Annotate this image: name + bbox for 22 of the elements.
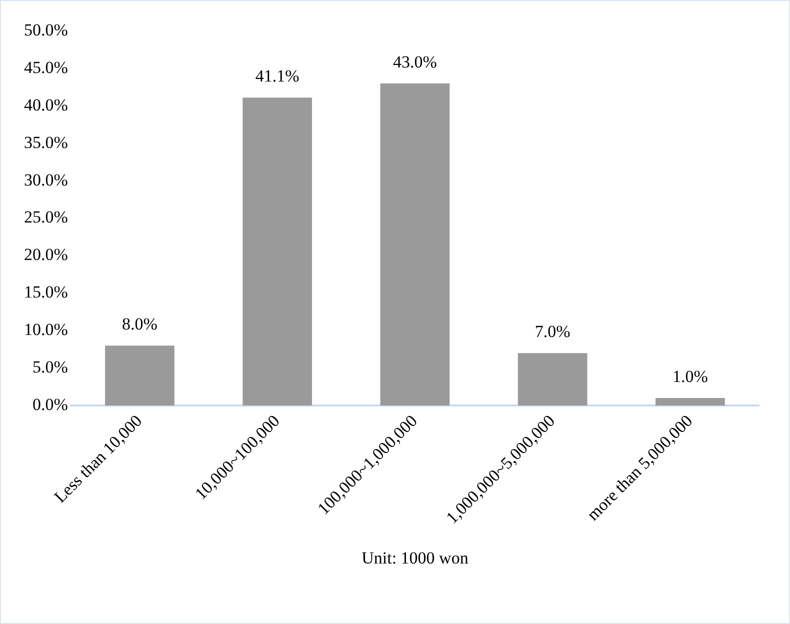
bar [518, 353, 588, 406]
data-label: 8.0% [122, 314, 158, 334]
y-tick-label: 5.0% [32, 358, 68, 377]
y-tick-label: 30.0% [24, 170, 68, 190]
data-label: 41.1% [255, 66, 300, 86]
bar [380, 83, 450, 406]
data-label: 1.0% [672, 366, 708, 386]
y-tick-label: 15.0% [24, 282, 68, 302]
bar [656, 398, 725, 406]
y-tick-label: 25.0% [24, 208, 68, 227]
y-tick-label: 10.0% [24, 320, 68, 340]
data-label: 43.0% [392, 52, 437, 72]
y-tick-label: 40.0% [24, 95, 68, 114]
y-tick-label: 50.0% [24, 20, 68, 40]
bar [105, 346, 174, 406]
x-axis-title: Unit: 1000 won [362, 548, 469, 568]
y-tick-label: 0.0% [32, 394, 68, 414]
data-label: 7.0% [534, 322, 570, 342]
bar [242, 98, 312, 406]
y-tick-label: 45.0% [24, 58, 68, 77]
y-tick-label: 35.0% [24, 132, 68, 152]
y-tick-label: 20.0% [24, 245, 68, 264]
